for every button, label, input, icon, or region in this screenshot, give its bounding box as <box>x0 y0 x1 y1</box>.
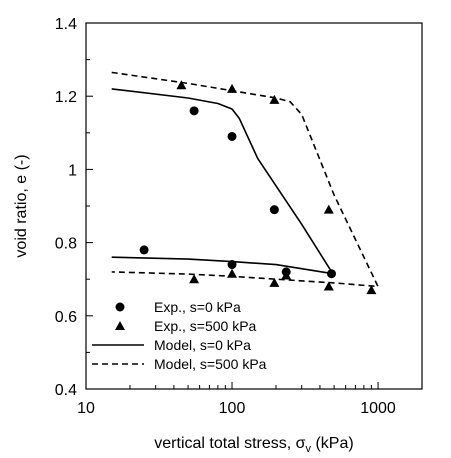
data-point <box>366 285 377 295</box>
data-point <box>189 274 200 284</box>
x-axis-label-main: vertical total stress, σ <box>154 435 305 452</box>
legend-item: Exp., s=500 kPa <box>115 318 257 334</box>
legend-item: Exp., s=0 kPa <box>115 299 241 315</box>
series-1 <box>139 106 336 279</box>
y-tick-label: 1.2 <box>55 89 77 106</box>
data-point <box>139 245 149 255</box>
data-point <box>281 270 292 280</box>
data-point <box>176 80 187 90</box>
legend: Exp., s=0 kPa Exp., s=500 kPa Model, s=0 k… <box>92 299 267 372</box>
x-axis-label: vertical total stress, σv (kPa) <box>154 435 353 455</box>
legend-marker <box>115 302 125 312</box>
legend-label: Exp., s=500 kPa <box>154 318 257 334</box>
data-point <box>323 281 334 291</box>
data-point <box>323 204 334 214</box>
series-2 <box>176 80 377 295</box>
y-tick-label: 1 <box>68 162 77 179</box>
y-axis: 0.4 0.6 0.8 1 1.2 1.4 <box>55 16 93 399</box>
data-point <box>227 131 237 141</box>
series-line <box>111 71 379 288</box>
data-point <box>269 94 280 104</box>
legend-label: Model, s=0 kPa <box>154 337 251 353</box>
legend-label: Model, s=500 kPa <box>154 356 267 372</box>
data-point <box>269 277 280 287</box>
plot-frame <box>85 22 423 390</box>
legend-marker <box>115 321 125 330</box>
y-axis-label: void ratio, e (-) <box>13 154 30 257</box>
series-3 <box>111 88 334 275</box>
legend-item: Model, s=500 kPa <box>92 356 267 372</box>
x-tick-label: 100 <box>219 400 246 417</box>
y-tick-label: 0.4 <box>55 382 77 399</box>
x-axis-label-subscript: v <box>306 443 312 455</box>
series-4 <box>111 71 379 288</box>
legend-item: Model, s=0 kPa <box>92 337 251 353</box>
y-tick-label: 0.6 <box>55 309 77 326</box>
x-axis-label-unit: (kPa) <box>311 435 354 452</box>
y-tick-label: 1.4 <box>55 16 77 33</box>
data-point <box>189 106 199 116</box>
x-tick-label: 10 <box>77 400 95 417</box>
x-tick-label: 1000 <box>360 400 396 417</box>
chart-marks <box>111 71 379 295</box>
series-line <box>111 88 334 275</box>
data-point <box>269 205 279 215</box>
x-axis: 10 100 1000 <box>77 382 423 417</box>
legend-label: Exp., s=0 kPa <box>154 299 241 315</box>
y-tick-label: 0.8 <box>55 236 77 253</box>
